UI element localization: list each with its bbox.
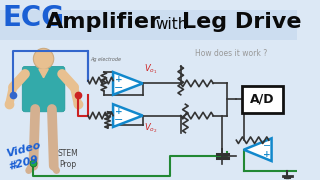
Text: A/D: A/D [250, 93, 275, 106]
Text: −: − [114, 115, 123, 125]
Text: How does it work ?: How does it work ? [195, 49, 267, 58]
Text: Leg Drive: Leg Drive [182, 12, 301, 32]
Text: $V_{o_2}$: $V_{o_2}$ [144, 121, 157, 135]
FancyBboxPatch shape [242, 86, 283, 113]
Text: Amplifier: Amplifier [46, 12, 161, 32]
Text: with: with [156, 17, 188, 32]
Text: +: + [115, 75, 122, 84]
Polygon shape [113, 104, 143, 127]
Text: −: − [262, 141, 271, 151]
Circle shape [33, 48, 54, 69]
Text: Ag electrode: Ag electrode [90, 57, 121, 62]
Text: Video: Video [4, 140, 41, 159]
Bar [0, 10, 297, 40]
Text: −: − [114, 83, 123, 93]
Polygon shape [113, 72, 143, 95]
Polygon shape [39, 69, 48, 78]
Text: +: + [263, 150, 270, 159]
Text: ECG: ECG [3, 4, 65, 32]
Text: #209: #209 [7, 154, 40, 172]
Text: STEM
Prop: STEM Prop [57, 149, 78, 169]
FancyBboxPatch shape [22, 66, 65, 112]
Polygon shape [244, 138, 272, 161]
Text: $V_{o_1}$: $V_{o_1}$ [144, 62, 157, 76]
Text: +: + [115, 107, 122, 116]
